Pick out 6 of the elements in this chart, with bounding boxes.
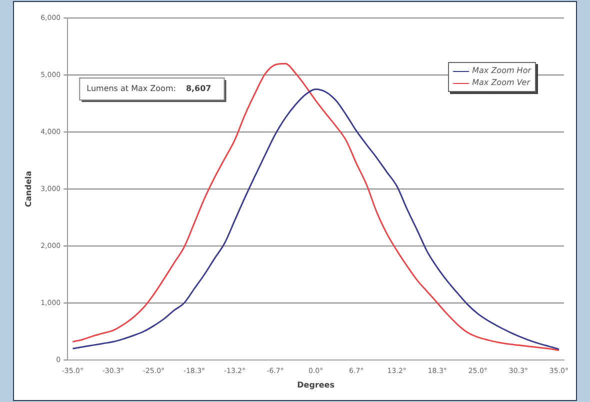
x-axis-title: Degrees bbox=[297, 380, 335, 390]
y-axis-title: Candela bbox=[24, 170, 33, 208]
legend-label: Max Zoom Ver bbox=[472, 77, 530, 89]
annotation: Lumens at Max Zoom: bbox=[86, 84, 176, 94]
legend-label: Max Zoom Hor bbox=[472, 65, 531, 77]
annotation: 8,607 bbox=[186, 84, 212, 94]
